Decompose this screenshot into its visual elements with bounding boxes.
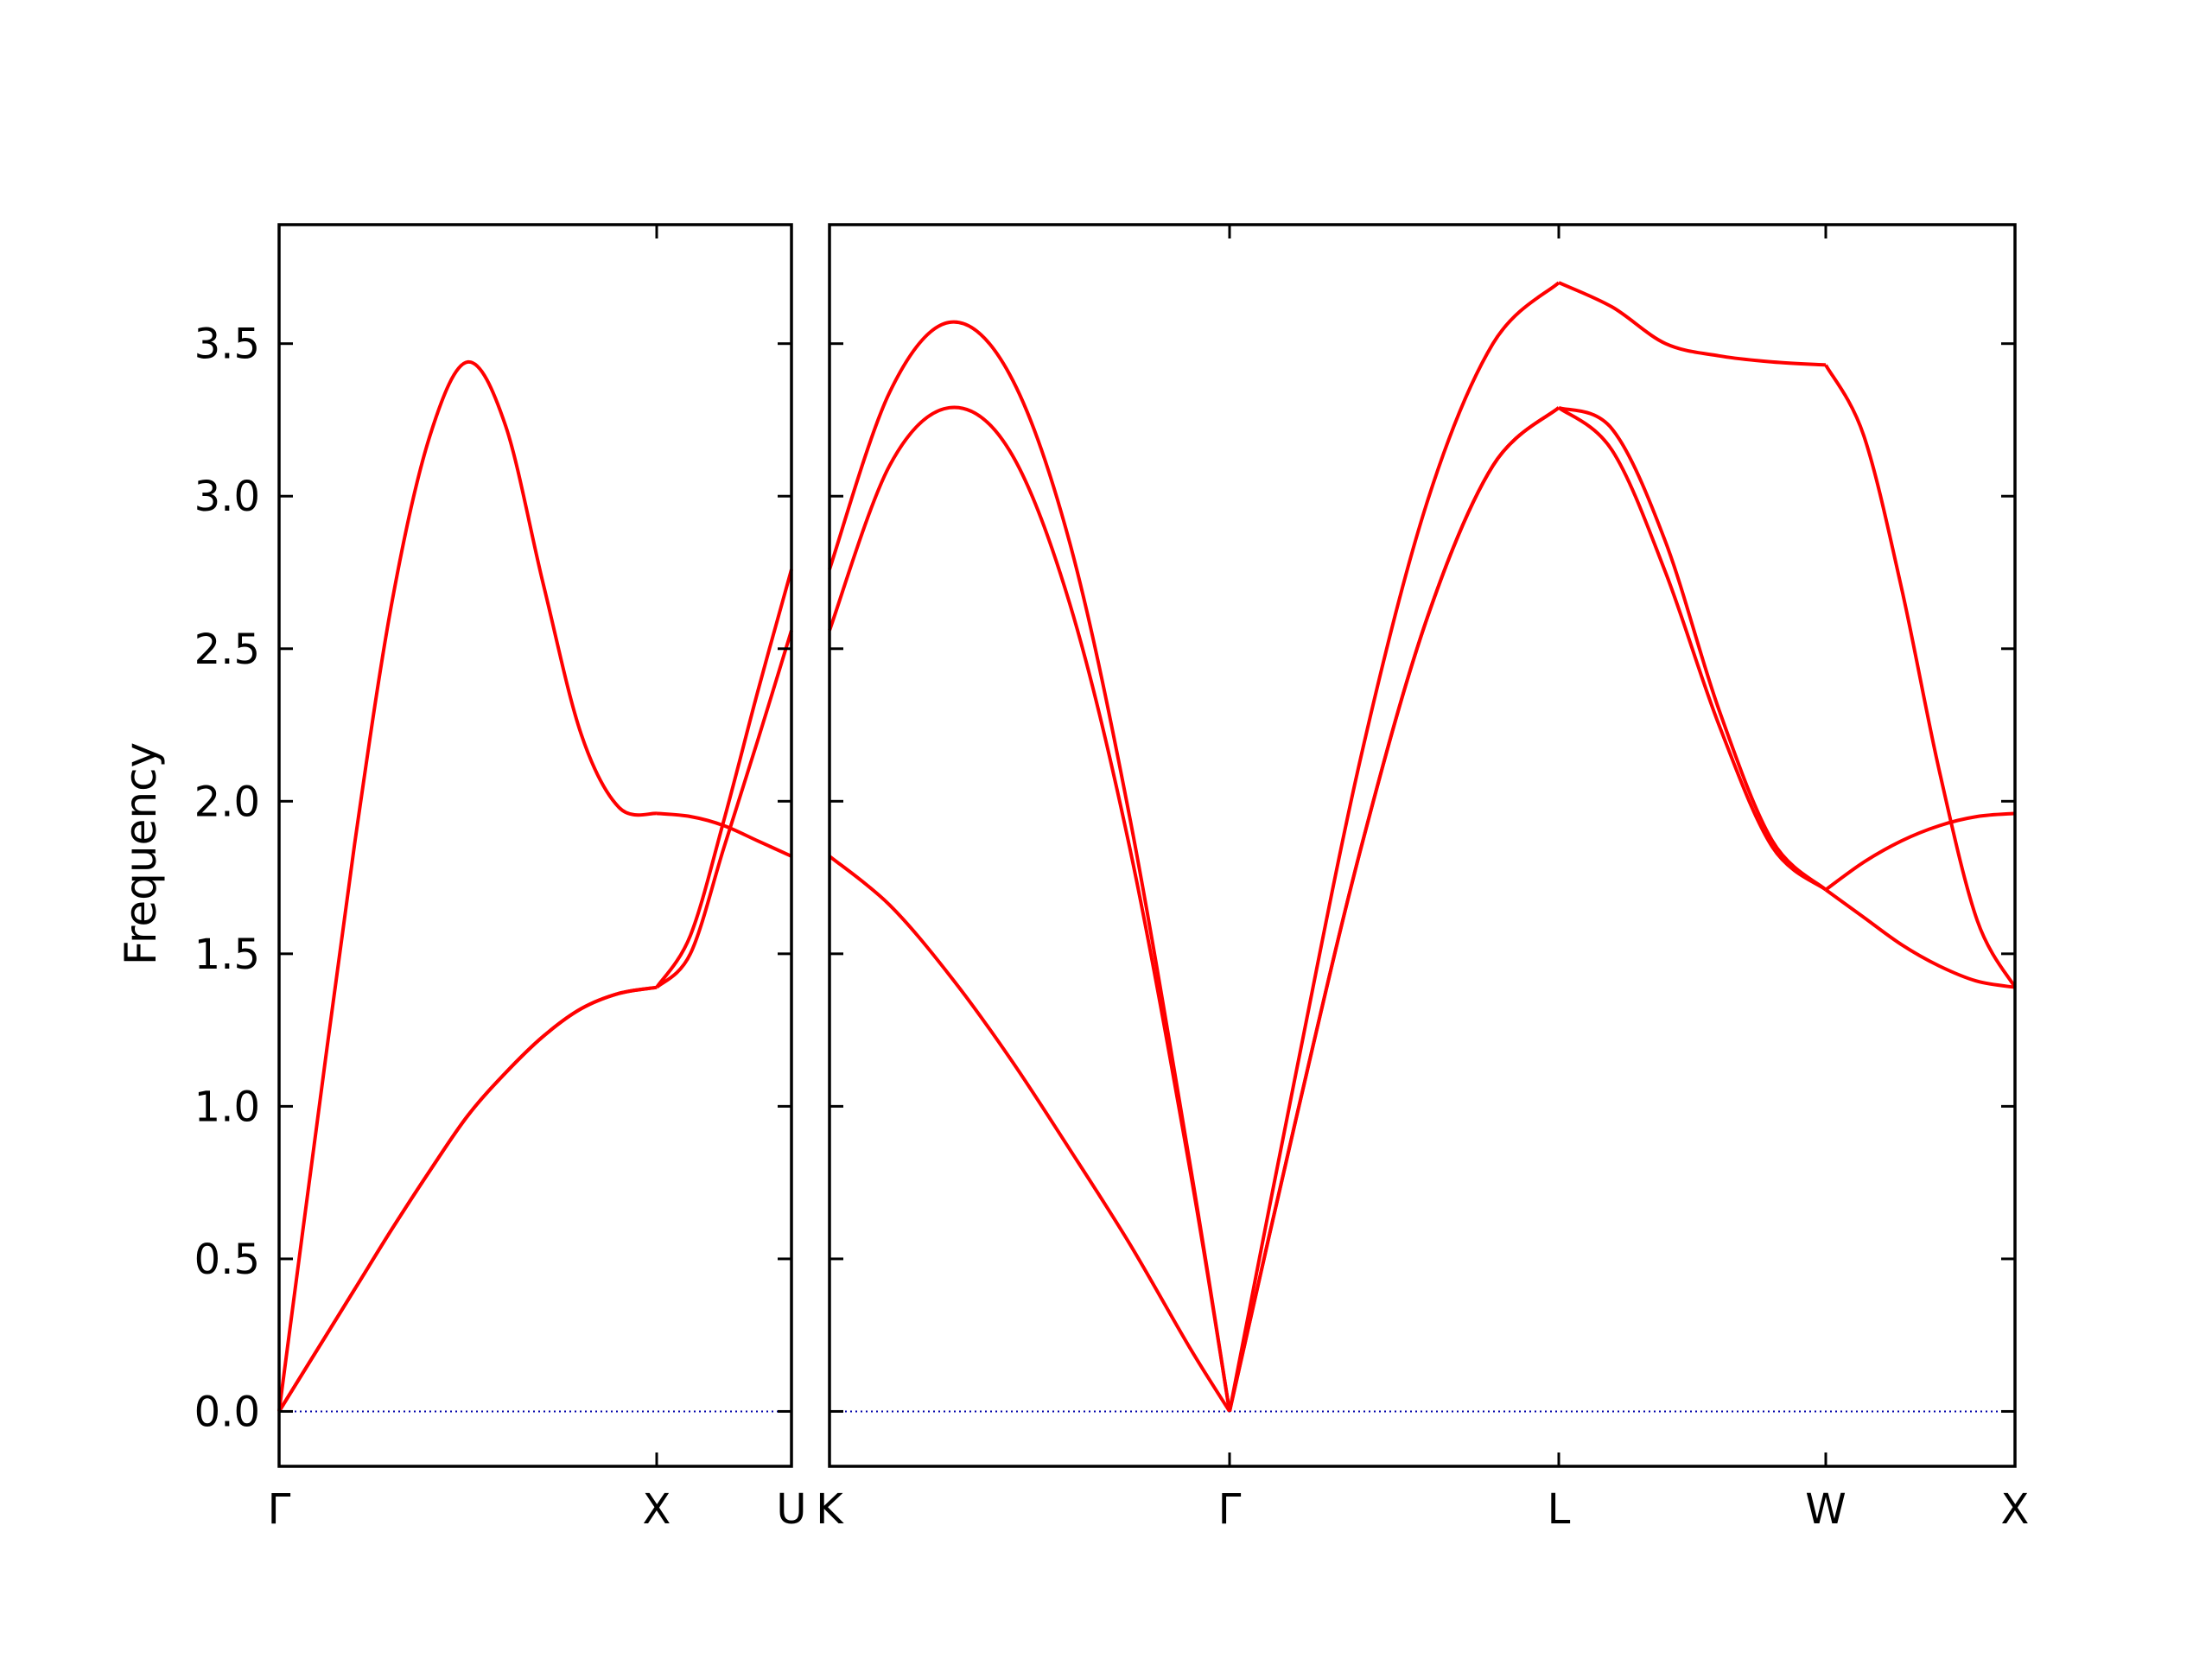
band-line [828,405,1231,1412]
band-line [655,569,793,988]
band-line [1228,281,1560,1412]
x-tick-label: X [2001,1485,2030,1534]
band-line [1228,406,1560,1412]
y-tick-label: 0.0 [194,1388,260,1436]
x-tick-label: K [816,1485,844,1534]
y-tick-label: 2.5 [194,626,260,674]
y-tick-label: 3.0 [194,473,260,521]
band-line [1824,811,2016,892]
y-tick-label: 1.0 [194,1083,260,1131]
band-line [1824,888,2016,989]
band-line [1557,406,1827,892]
x-tick-label: X [643,1485,671,1534]
y-tick-label: 3.5 [194,321,260,369]
band-line [828,320,1231,1412]
band-line [1558,405,1827,892]
x-tick-label: L [1548,1485,1571,1534]
left-panel: 0.0 0.5 1.0 1.5 2.0 2.5 3.0 3.5 Γ X U [194,223,807,1534]
band-line [1824,364,2017,988]
band-line [277,359,658,1412]
band-line [655,630,793,989]
band-line [1558,281,1827,367]
x-tick-label: U [776,1485,806,1534]
y-tick-label: 0.5 [194,1236,260,1284]
x-tick-label: W [1805,1485,1846,1534]
x-tick-label: Γ [268,1485,291,1534]
band-line [277,985,658,1413]
band-line [277,985,658,1413]
y-tick-label: 1.5 [194,931,260,979]
panel-frame [277,223,793,1468]
band-line [1228,406,1560,1412]
x-tick-label: Γ [1218,1485,1242,1534]
y-axis-label: Frequency [116,742,166,965]
y-tick-label: 2.0 [194,778,260,826]
panel-frame [828,223,2017,1468]
band-line [828,855,1231,1413]
